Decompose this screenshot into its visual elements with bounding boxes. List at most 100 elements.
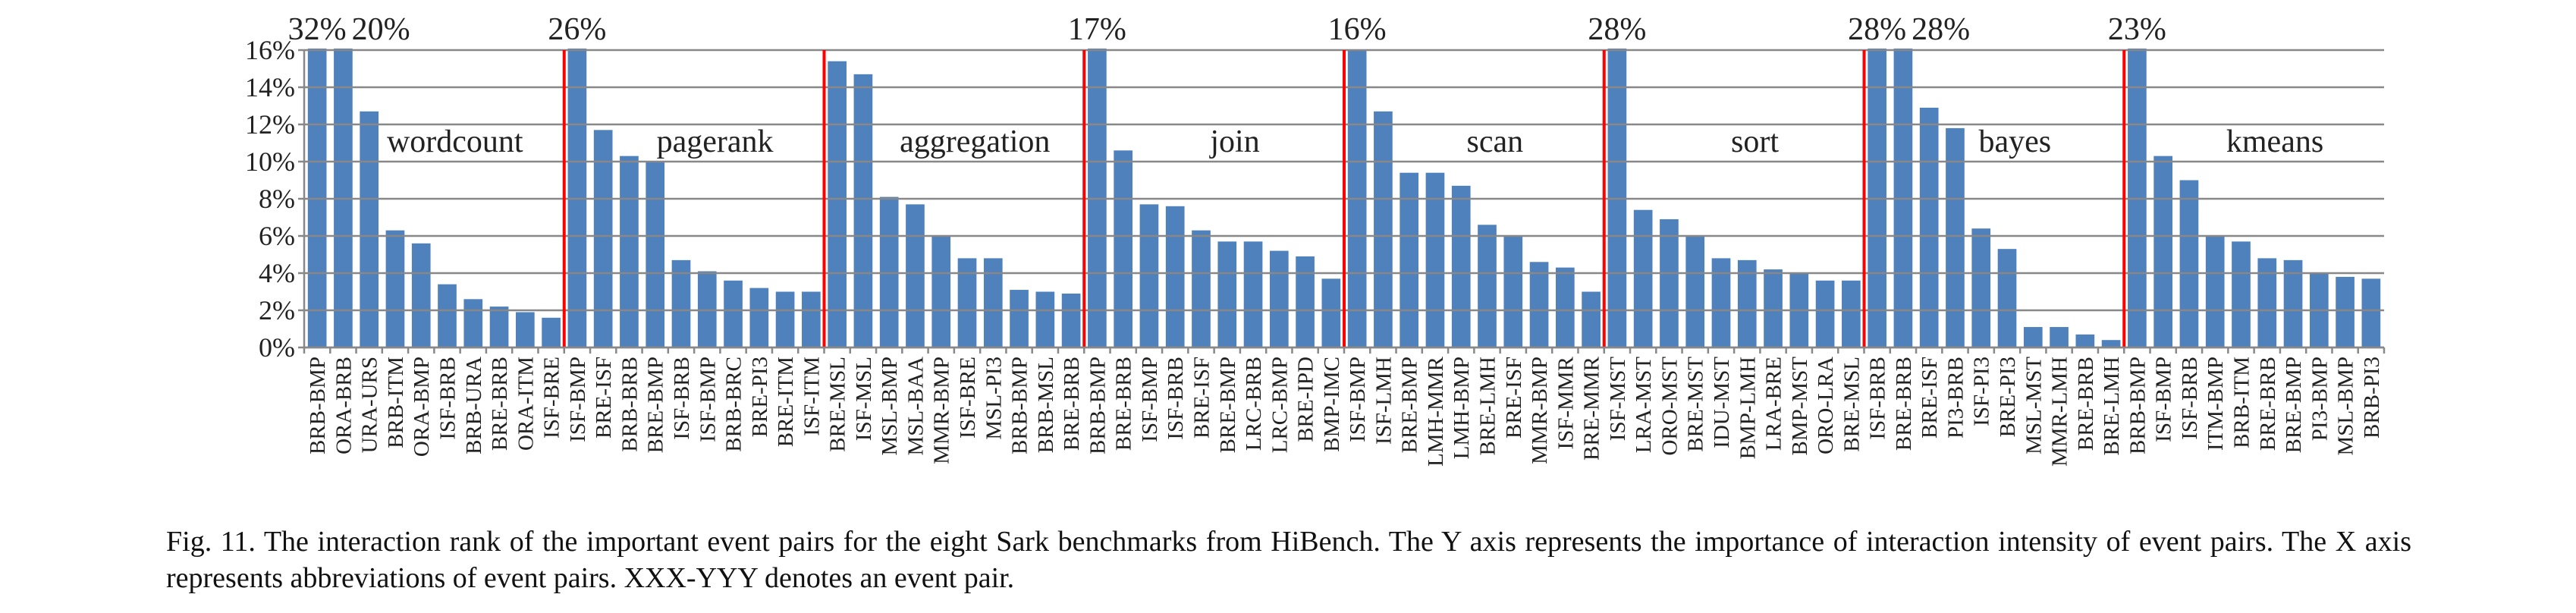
x-tick-label: BRE-BRB — [2256, 357, 2280, 451]
x-tick-label: BRE-ISF — [592, 357, 616, 439]
bar — [724, 280, 743, 347]
x-tick-label: LRC-BRB — [1242, 357, 1266, 451]
x-tick-label: BRE-LMH — [1476, 357, 1500, 456]
x-tick-label: IDU-MST — [1710, 357, 1734, 448]
x-tick-label: BRE-ISF — [1918, 357, 1942, 439]
bar — [853, 74, 873, 347]
bar — [1296, 256, 1315, 347]
group-name: kmeans — [2226, 124, 2323, 159]
bar — [1425, 172, 1445, 347]
bar — [334, 49, 353, 347]
bar — [1451, 185, 1471, 347]
x-tick-label: LRC-BMP — [1268, 357, 1292, 453]
x-tick-label: BRB-BRC — [722, 357, 746, 452]
group-name: bayes — [1978, 124, 2051, 159]
x-tick-label: BRE-BMP — [1216, 357, 1240, 453]
bar — [1269, 250, 1289, 347]
y-tick-label: 12% — [245, 109, 295, 140]
x-tick-label: BRB-ITM — [384, 357, 408, 448]
bar — [2336, 276, 2355, 347]
y-tick-label: 0% — [259, 332, 295, 363]
bar — [828, 61, 847, 347]
x-tick-label: ISF-BRB — [670, 357, 694, 440]
y-tick-label: 14% — [245, 72, 295, 102]
group-name: pagerank — [657, 124, 774, 159]
bar — [1893, 49, 1913, 347]
data-label: 28% — [1912, 12, 1970, 47]
bar — [1114, 150, 1133, 348]
x-tick-label: MSL-BMP — [2334, 357, 2358, 456]
bar — [438, 284, 457, 347]
bar — [1192, 230, 1211, 347]
data-label: 23% — [2108, 12, 2166, 47]
bar — [385, 230, 405, 347]
x-tick-label: BRE-MST — [1684, 357, 1708, 452]
plot-area — [307, 49, 2381, 348]
x-tick-label: BRE-BRB — [2074, 357, 2098, 451]
bar — [2232, 241, 2251, 347]
bar — [2023, 327, 2043, 347]
x-tick-label: ORO-LRA — [1814, 357, 1838, 454]
x-tick-label: ISF-BRB — [436, 357, 460, 440]
x-tick-label: BRB-BMP — [2125, 357, 2150, 454]
bar — [749, 288, 769, 347]
group-name: aggregation — [900, 124, 1050, 159]
y-tick-label: 16% — [245, 35, 295, 65]
x-tick-label: BRE-MSL — [1839, 357, 1864, 452]
bar — [983, 258, 1003, 347]
bar — [2283, 259, 2303, 347]
x-tick-label: BRE-ISF — [1502, 357, 1526, 439]
bar — [1374, 111, 1393, 347]
x-tick-label: ISF-MSL — [852, 357, 876, 441]
bar — [1582, 291, 1601, 347]
x-tick-label: ISF-PI3 — [1970, 357, 1994, 426]
bar — [411, 243, 431, 347]
x-tick-label: ISF-ITM — [800, 357, 824, 436]
bar — [1868, 49, 1886, 347]
x-tick-label: ISF-MMR — [1553, 356, 1578, 449]
bar — [1139, 204, 1159, 347]
x-tick-label: LRA-MST — [1632, 357, 1656, 454]
bar — [1503, 236, 1523, 347]
x-tick-label: ISF-BMP — [1346, 357, 1370, 442]
bar — [1478, 225, 1497, 347]
bar — [1764, 269, 1783, 347]
bar — [2205, 236, 2225, 347]
data-label: 28% — [1848, 12, 1906, 47]
bar — [1815, 280, 1835, 347]
x-tick-label: BRE-MSL — [826, 357, 850, 452]
bar — [2075, 334, 2095, 347]
x-tick-label: LRA-BRE — [1762, 357, 1786, 451]
x-tick-label: PI3-BMP — [2307, 357, 2332, 441]
data-label: 28% — [1588, 12, 1646, 47]
bar — [1633, 209, 1653, 347]
x-tick-label: ISF-BMP — [2152, 357, 2176, 442]
bar — [567, 49, 587, 347]
bar — [2153, 156, 2173, 347]
x-tick-label: BRB-URA — [462, 357, 486, 454]
bar — [463, 299, 483, 347]
y-tick-label: 10% — [245, 146, 295, 177]
bar — [2179, 180, 2199, 347]
x-tick-label: BRE-MMR — [1580, 356, 1604, 461]
x-tick-label: BRB-BMP — [1085, 357, 1110, 454]
x-tick-label: BRB-BRB — [617, 357, 642, 452]
x-tick-label: BRE-BMP — [1398, 357, 1422, 453]
bar — [1217, 241, 1237, 347]
bar — [1165, 206, 1185, 347]
bar — [2257, 258, 2277, 347]
bar — [620, 156, 639, 347]
x-tick-label: BRE-BMP — [2282, 357, 2306, 453]
x-tick-label: ISF-BRE — [956, 357, 980, 439]
x-tick-label: ORA-BMP — [410, 357, 434, 457]
x-tick-label: BRB-BMP — [306, 357, 330, 454]
bar — [1035, 291, 1055, 347]
x-tick-label: MMR-LMH — [2048, 357, 2072, 467]
bar — [671, 259, 691, 347]
bar — [1400, 172, 1419, 347]
x-tick-label: LMH-BMP — [1450, 357, 1474, 459]
bar — [1842, 280, 1861, 347]
x-tick-label: ORA-BRB — [331, 357, 356, 454]
x-tick-label: BRB-PI3 — [2360, 357, 2384, 439]
